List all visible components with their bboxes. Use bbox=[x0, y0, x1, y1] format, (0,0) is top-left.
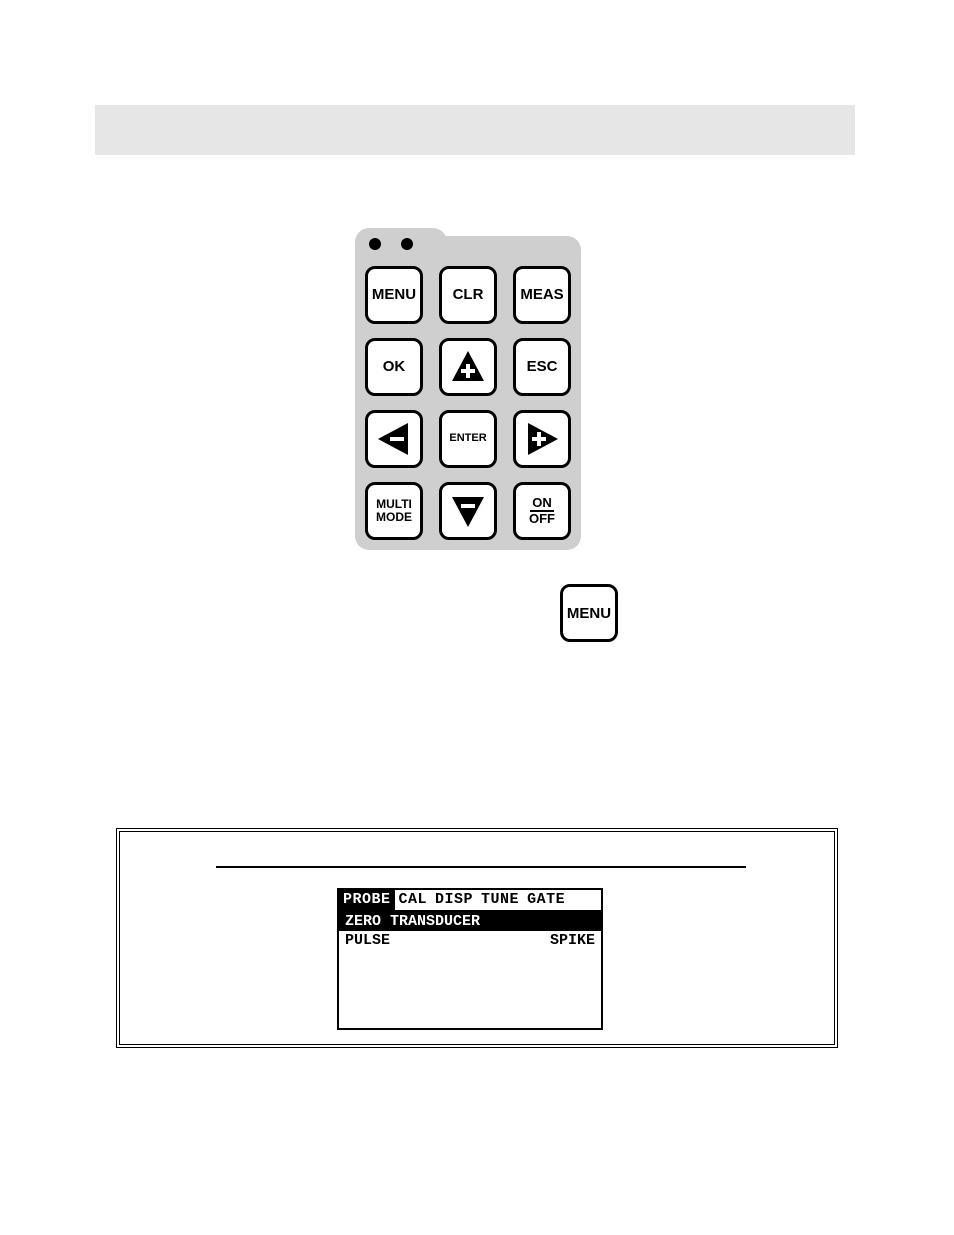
triangle-left-minus-icon bbox=[374, 419, 414, 459]
lcd-row-pulse[interactable]: PULSE SPIKE bbox=[339, 931, 601, 950]
lcd-row-value: SPIKE bbox=[550, 932, 595, 949]
key-label: MENU bbox=[372, 287, 416, 303]
lcd-row-zero[interactable]: ZERO TRANSDUCER bbox=[339, 912, 601, 931]
right-plus-button[interactable] bbox=[513, 410, 571, 468]
on-off-button[interactable]: ON OFF bbox=[513, 482, 571, 540]
keypad: MENU CLR MEAS OK ESC ENTER bbox=[355, 236, 581, 550]
menu-button[interactable]: MENU bbox=[365, 266, 423, 324]
key-label: ENTER bbox=[449, 433, 486, 445]
down-minus-button[interactable] bbox=[439, 482, 497, 540]
lcd-row-label: PULSE bbox=[345, 932, 390, 949]
clr-button[interactable]: CLR bbox=[439, 266, 497, 324]
esc-button[interactable]: ESC bbox=[513, 338, 571, 396]
example-frame: PROBE CAL DISP TUNE GATE ZERO TRANSDUCER… bbox=[116, 828, 838, 1048]
lcd-tab-gate[interactable]: GATE bbox=[523, 890, 569, 910]
triangle-up-plus-icon bbox=[448, 347, 488, 387]
led-dot bbox=[369, 238, 381, 250]
left-minus-button[interactable] bbox=[365, 410, 423, 468]
lcd-screen: PROBE CAL DISP TUNE GATE ZERO TRANSDUCER… bbox=[337, 888, 603, 1030]
ok-button[interactable]: OK bbox=[365, 338, 423, 396]
lcd-tab-probe[interactable]: PROBE bbox=[339, 890, 395, 910]
inline-menu-button[interactable]: MENU bbox=[560, 584, 618, 642]
key-label: ESC bbox=[527, 359, 558, 375]
triangle-down-minus-icon bbox=[448, 491, 488, 531]
led-dot bbox=[401, 238, 413, 250]
key-label: OK bbox=[383, 359, 406, 375]
lcd-tab-cal[interactable]: CAL bbox=[395, 890, 432, 910]
lcd-tab-bar: PROBE CAL DISP TUNE GATE bbox=[339, 890, 601, 912]
key-label: MEAS bbox=[520, 287, 563, 303]
up-plus-button[interactable] bbox=[439, 338, 497, 396]
header-band bbox=[95, 105, 855, 155]
multi-mode-button[interactable]: MULTI MODE bbox=[365, 482, 423, 540]
lcd-row-label: ZERO TRANSDUCER bbox=[345, 913, 480, 930]
divider-line bbox=[216, 866, 746, 868]
key-label: MULTI MODE bbox=[376, 498, 412, 523]
triangle-right-plus-icon bbox=[522, 419, 562, 459]
lcd-tab-tune[interactable]: TUNE bbox=[477, 890, 523, 910]
key-label: MENU bbox=[567, 605, 611, 622]
key-label: CLR bbox=[453, 287, 484, 303]
key-label: ON OFF bbox=[529, 496, 555, 527]
enter-button[interactable]: ENTER bbox=[439, 410, 497, 468]
meas-button[interactable]: MEAS bbox=[513, 266, 571, 324]
lcd-tab-disp[interactable]: DISP bbox=[431, 890, 477, 910]
